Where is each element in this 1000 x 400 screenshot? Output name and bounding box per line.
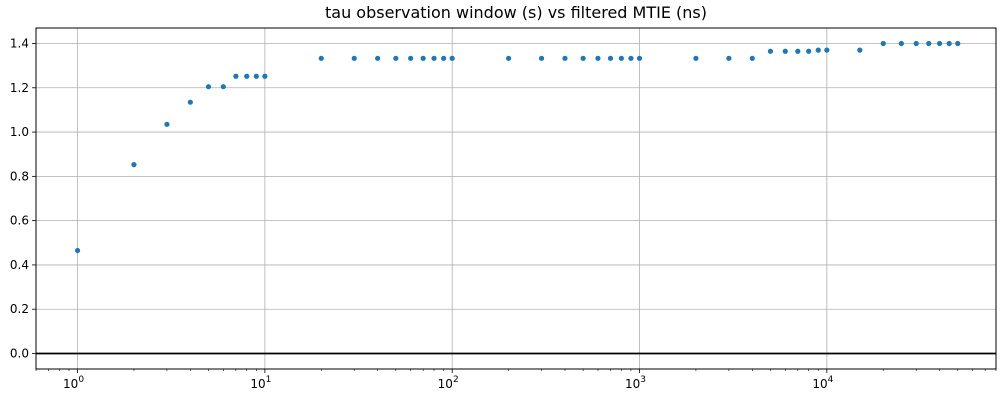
y-tick-label: 0.8 <box>10 169 29 183</box>
plot-frame <box>35 27 997 370</box>
x-tick-label: 102 <box>438 375 459 391</box>
data-point <box>806 48 812 54</box>
y-tick-label: 0.2 <box>10 302 29 316</box>
data-point <box>628 55 634 61</box>
y-tick-label: 0.4 <box>10 258 29 272</box>
data-point <box>580 55 586 61</box>
grid <box>36 28 996 369</box>
x-tick-label: 104 <box>812 375 833 391</box>
data-point <box>262 73 268 79</box>
chart-title: tau observation window (s) vs filtered M… <box>325 3 707 22</box>
y-tick-label: 1.2 <box>10 81 29 95</box>
data-point <box>595 55 601 61</box>
data-point <box>393 55 399 61</box>
y-tick-label: 0.6 <box>10 214 29 228</box>
data-point <box>749 55 755 61</box>
data-points <box>74 40 961 254</box>
data-point <box>898 40 904 47</box>
data-point <box>408 55 414 61</box>
y-tick-label: 0.0 <box>10 347 29 361</box>
y-axis: 0.0 0.2 0.4 0.6 0.8 1.0 1.2 1.4 <box>10 37 36 361</box>
data-point <box>375 55 381 61</box>
data-point <box>187 99 193 105</box>
data-point <box>824 47 830 53</box>
x-axis: 100 101 102 103 104 <box>35 369 997 391</box>
data-point <box>693 55 699 61</box>
data-point <box>318 55 324 61</box>
data-point <box>880 40 886 47</box>
data-point <box>562 55 568 61</box>
data-point <box>607 55 614 61</box>
data-point <box>955 40 961 47</box>
x-tick-label: 101 <box>250 375 271 391</box>
data-point <box>505 55 512 61</box>
y-tick-label: 1.0 <box>10 125 29 139</box>
data-point <box>782 48 788 54</box>
data-point <box>618 55 624 61</box>
data-point <box>431 55 437 61</box>
data-point <box>420 55 426 61</box>
data-point <box>205 84 212 90</box>
data-point <box>351 55 357 61</box>
data-point <box>767 48 774 54</box>
data-point <box>926 40 932 47</box>
x-tick-label: 103 <box>625 375 646 391</box>
data-point <box>795 48 801 54</box>
data-point <box>726 55 732 61</box>
data-point <box>220 84 226 90</box>
data-point <box>857 47 863 53</box>
data-point <box>244 73 250 79</box>
data-point <box>913 40 919 47</box>
data-point <box>538 55 545 61</box>
data-point <box>636 55 643 61</box>
data-point <box>164 121 170 127</box>
data-point <box>937 40 943 47</box>
data-point <box>131 162 137 168</box>
data-point <box>441 55 447 61</box>
data-point <box>815 47 821 53</box>
data-point <box>449 55 455 61</box>
data-point <box>946 40 952 47</box>
y-tick-label: 1.4 <box>10 37 29 51</box>
data-point <box>253 73 259 79</box>
data-point <box>74 247 81 254</box>
x-tick-label: 100 <box>63 375 84 391</box>
data-point <box>233 73 239 79</box>
